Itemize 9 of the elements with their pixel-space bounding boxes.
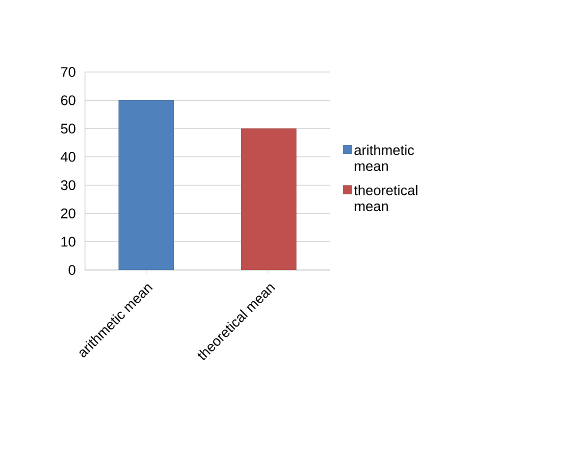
y-tick-label: 60 <box>61 95 76 106</box>
y-tick-label: 30 <box>60 180 76 190</box>
y-tick-label: 50 <box>60 124 76 134</box>
y-tick-label: 70 <box>61 67 76 77</box>
y-tick-label: 0 <box>68 265 76 275</box>
y-tick-label: 20 <box>61 208 76 218</box>
y-tick-label: 10 <box>61 236 76 247</box>
legend-label: theoretical mean <box>354 184 418 212</box>
y-tick-label: 40 <box>60 152 76 162</box>
